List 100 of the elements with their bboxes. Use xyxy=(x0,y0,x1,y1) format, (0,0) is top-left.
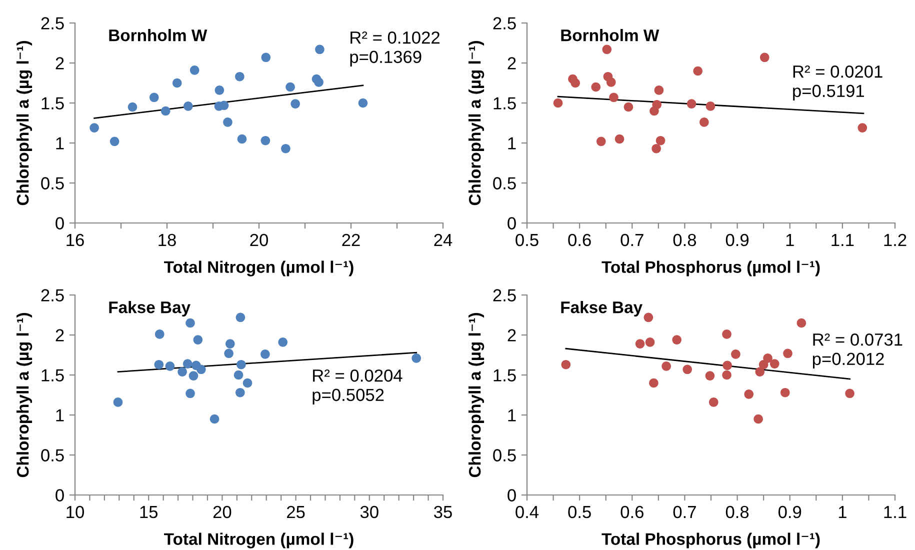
point xyxy=(783,348,792,358)
point xyxy=(90,123,99,132)
y-tick-label: 1 xyxy=(56,137,64,150)
point xyxy=(188,371,198,380)
point xyxy=(186,388,195,398)
point xyxy=(165,362,175,371)
point xyxy=(234,370,244,380)
y-tick-label: 1.5 xyxy=(42,369,64,382)
x-tick-label: 20 xyxy=(213,506,232,518)
point xyxy=(553,98,563,108)
point xyxy=(682,364,692,374)
point xyxy=(260,350,270,359)
point xyxy=(261,52,271,62)
point xyxy=(236,360,246,370)
point xyxy=(705,371,715,380)
point xyxy=(722,360,732,370)
x-tick-label: 30 xyxy=(360,506,378,518)
point xyxy=(656,136,666,146)
y-axis-title: Chlorophyll a (µg l⁻¹) xyxy=(468,41,484,206)
point xyxy=(624,102,634,112)
point xyxy=(193,335,203,344)
point xyxy=(649,378,658,388)
x-tick-label: 1.2 xyxy=(884,234,906,246)
point xyxy=(128,102,138,112)
point xyxy=(652,100,662,110)
point xyxy=(686,99,696,108)
x-tick-label: 0.9 xyxy=(726,234,749,246)
y-tick-label: 1 xyxy=(56,409,64,422)
x-tick-label: 16 xyxy=(66,234,84,246)
x-tick-label: 0.4 xyxy=(516,506,539,518)
x-tick-label: 0.6 xyxy=(620,506,644,518)
point xyxy=(672,335,682,344)
x-tick-label: 1 xyxy=(838,506,846,518)
x-axis-title: Total Phosphorus (µmol l⁻¹) xyxy=(602,260,820,276)
point xyxy=(260,136,270,146)
x-tick-label: 0.7 xyxy=(673,506,696,518)
chart-title: Fakse Bay xyxy=(109,301,190,317)
y-tick-label: 2.5 xyxy=(493,289,516,302)
x-tick-label: 25 xyxy=(287,506,305,518)
point xyxy=(154,360,164,370)
point xyxy=(706,102,716,111)
y-tick-label: 2.5 xyxy=(493,17,516,30)
point xyxy=(570,78,580,88)
x-tick-label: 10 xyxy=(66,506,84,518)
point xyxy=(708,398,718,407)
point xyxy=(606,78,616,87)
point xyxy=(196,364,206,374)
point xyxy=(763,354,772,363)
point xyxy=(722,330,732,339)
y-tick-label: 0 xyxy=(56,217,64,230)
point xyxy=(722,370,732,380)
point xyxy=(190,66,200,75)
y-tick-label: 1.5 xyxy=(42,97,64,110)
point xyxy=(760,52,770,62)
x-tick-label: 1 xyxy=(786,234,794,246)
point xyxy=(662,362,671,371)
point xyxy=(700,118,709,127)
point xyxy=(596,136,606,146)
point xyxy=(149,92,159,102)
y-tick-label: 1 xyxy=(508,137,516,150)
y-tick-label: 1.5 xyxy=(494,97,516,110)
point xyxy=(235,72,244,82)
y-axis-title: Chlorophyll a (µg l⁻¹) xyxy=(16,41,32,206)
point xyxy=(561,360,571,370)
x-tick-label: 1.1 xyxy=(832,234,854,246)
point xyxy=(654,86,664,95)
point xyxy=(858,123,868,132)
point xyxy=(224,348,234,358)
point xyxy=(755,367,765,376)
y-tick-label: 2 xyxy=(508,329,516,342)
x-tick-label: 0.9 xyxy=(778,506,802,518)
x-tick-label: 18 xyxy=(158,234,176,246)
y-tick-label: 0 xyxy=(508,489,516,502)
point xyxy=(758,360,768,370)
point xyxy=(242,378,252,388)
y-tick-label: 2 xyxy=(56,329,64,342)
point xyxy=(358,98,368,108)
point xyxy=(210,414,220,424)
y-axis-title: Chlorophyll a (µg l⁻¹) xyxy=(16,313,32,478)
point xyxy=(780,388,790,398)
point xyxy=(644,312,654,322)
x-tick-label: 24 xyxy=(434,234,452,246)
x-tick-label: 0.5 xyxy=(568,506,591,518)
y-tick-label: 0.5 xyxy=(493,449,516,462)
x-axis-title: Total Nitrogen (µmol l⁻¹) xyxy=(164,532,354,548)
point xyxy=(113,398,123,407)
point xyxy=(225,339,235,348)
point xyxy=(412,354,422,363)
point xyxy=(236,388,245,398)
point xyxy=(796,318,806,328)
y-tick-label: 0.5 xyxy=(41,449,64,462)
x-tick-label: 15 xyxy=(140,506,158,518)
x-tick-label: 0.7 xyxy=(620,234,644,246)
point xyxy=(645,338,655,347)
y-tick-label: 2.5 xyxy=(41,289,64,302)
point xyxy=(237,134,247,144)
x-tick-label: 20 xyxy=(250,234,268,246)
point xyxy=(281,144,290,154)
point xyxy=(172,78,182,88)
annotation: R² = 0.0731 p=0.2012 xyxy=(812,333,902,369)
